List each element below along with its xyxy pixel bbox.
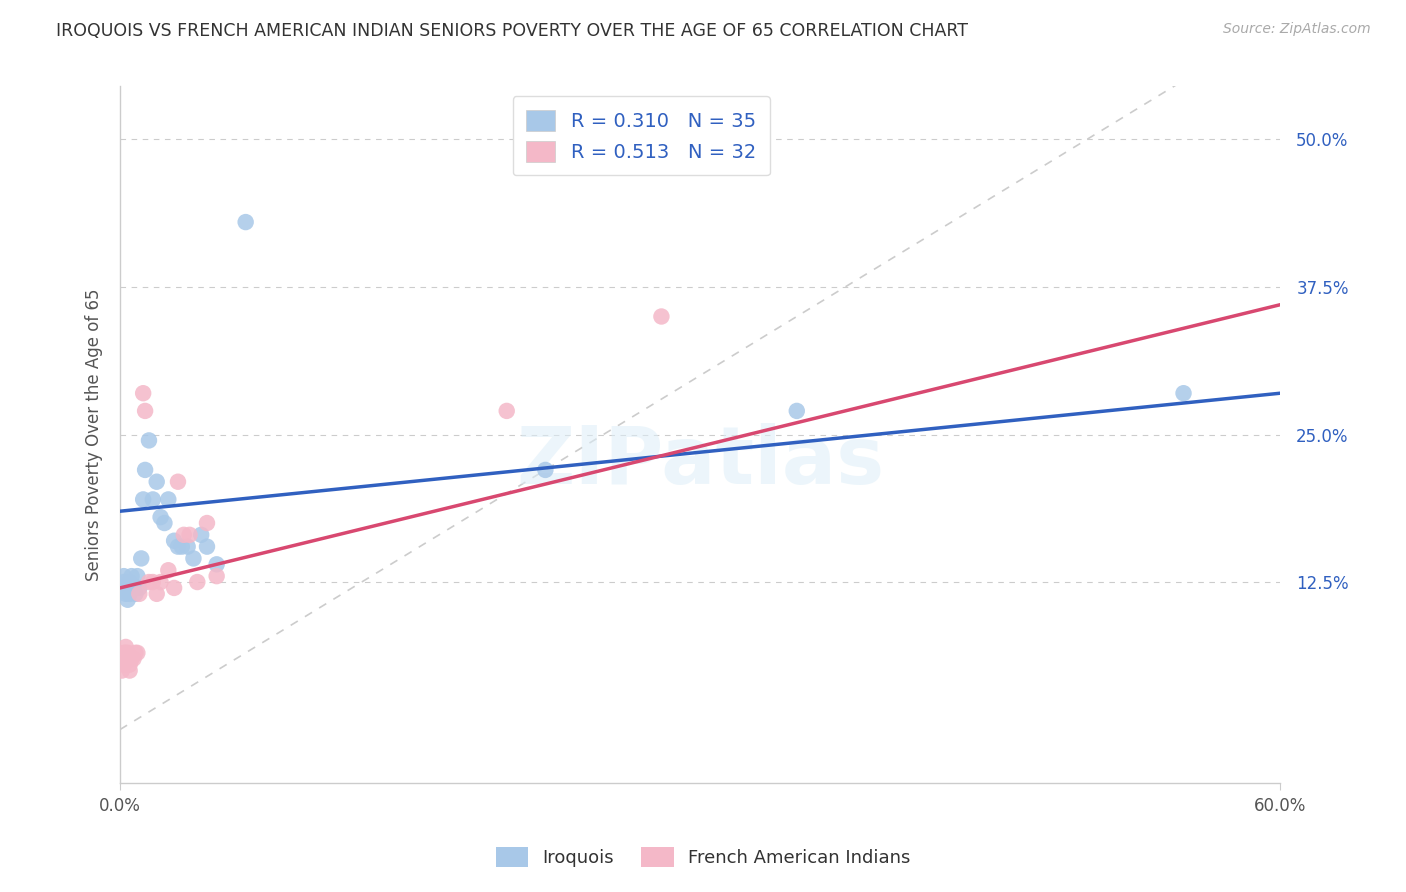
Text: ZIPatlas: ZIPatlas (516, 424, 884, 501)
Point (129, 551, 152, 566)
Point (114, 587, 136, 601)
Point (205, 558, 228, 572)
Point (117, 646, 139, 660)
Text: IROQUOIS VS FRENCH AMERICAN INDIAN SENIORS POVERTY OVER THE AGE OF 65 CORRELATIO: IROQUOIS VS FRENCH AMERICAN INDIAN SENIO… (56, 22, 969, 40)
Point (190, 528, 212, 542)
Point (127, 646, 149, 660)
Point (145, 475, 167, 489)
Point (112, 575, 135, 590)
Point (205, 569, 228, 583)
Point (186, 575, 208, 590)
Point (138, 575, 160, 590)
Point (235, 215, 257, 229)
Point (132, 492, 155, 507)
Point (176, 540, 198, 554)
Point (122, 652, 145, 666)
Point (121, 652, 143, 666)
Point (138, 434, 160, 448)
Point (153, 516, 176, 530)
Point (117, 652, 139, 666)
Point (183, 551, 205, 566)
Point (128, 587, 150, 601)
Point (134, 404, 156, 418)
Point (195, 516, 218, 530)
Point (179, 528, 201, 542)
Point (173, 528, 195, 542)
Point (128, 581, 150, 595)
Point (163, 533, 186, 548)
Point (114, 640, 136, 654)
Point (111, 664, 134, 678)
Point (122, 581, 145, 595)
Point (145, 587, 167, 601)
Point (786, 404, 808, 418)
Legend: R = 0.310   N = 35, R = 0.513   N = 32: R = 0.310 N = 35, R = 0.513 N = 32 (513, 96, 769, 176)
Point (167, 540, 190, 554)
Point (157, 563, 180, 577)
Point (118, 575, 141, 590)
Point (149, 575, 172, 590)
Point (114, 581, 136, 595)
Point (170, 540, 193, 554)
Point (1173, 386, 1195, 401)
Point (132, 386, 155, 401)
Point (117, 592, 139, 607)
Point (495, 404, 517, 418)
Point (118, 657, 141, 672)
Point (163, 581, 186, 595)
Point (142, 575, 165, 590)
Point (127, 569, 149, 583)
Point (650, 310, 672, 324)
Point (134, 463, 156, 477)
Point (121, 569, 143, 583)
Point (114, 646, 136, 660)
Point (112, 569, 135, 583)
Point (149, 510, 172, 524)
Point (112, 657, 135, 672)
Point (167, 475, 190, 489)
Point (195, 540, 218, 554)
Point (157, 492, 180, 507)
Point (117, 581, 139, 595)
Y-axis label: Seniors Poverty Over the Age of 65: Seniors Poverty Over the Age of 65 (86, 288, 103, 581)
Point (124, 587, 146, 601)
Point (111, 581, 134, 595)
Point (142, 492, 165, 507)
Point (112, 652, 135, 666)
Point (118, 664, 141, 678)
Point (114, 652, 136, 666)
Point (112, 646, 135, 660)
Point (118, 587, 141, 601)
Point (534, 463, 557, 477)
Text: Source: ZipAtlas.com: Source: ZipAtlas.com (1223, 22, 1371, 37)
Point (124, 646, 146, 660)
Legend: Iroquois, French American Indians: Iroquois, French American Indians (488, 839, 918, 874)
